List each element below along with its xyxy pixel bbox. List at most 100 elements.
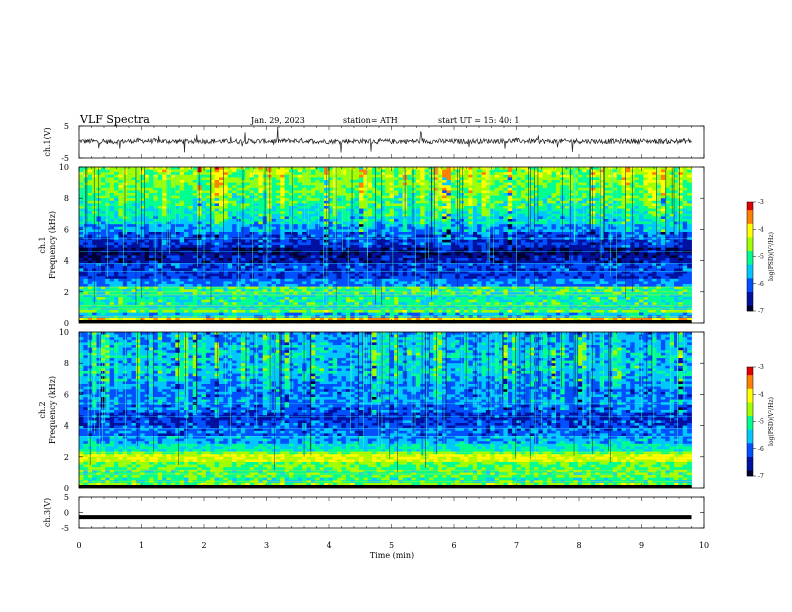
spectrogram-cell [433, 234, 439, 238]
spectrogram-cell [560, 177, 566, 181]
spectrogram-cell [590, 190, 596, 194]
spectrogram-cell [367, 255, 373, 259]
spectrogram-cell [380, 206, 386, 209]
spectrogram-cell [494, 198, 500, 202]
spectrogram-cell [205, 187, 211, 191]
spectrogram-cell [302, 226, 307, 230]
spectrogram-cell [131, 232, 137, 235]
spectrogram-cell [660, 182, 666, 186]
spectrogram-cell [170, 182, 176, 186]
spectrogram-cell [328, 234, 334, 238]
spectrogram-cell [162, 255, 167, 259]
spectrogram-cell [175, 203, 181, 207]
spectrogram-cell [385, 211, 391, 215]
spectrogram-cell [114, 211, 119, 215]
spectrogram-cell [586, 180, 592, 183]
spectrogram-cell [529, 211, 535, 215]
spectrogram-cell [166, 242, 172, 246]
spectrogram-cell [647, 203, 653, 207]
spectrogram-cell [214, 255, 220, 259]
spectrogram-cell [389, 182, 395, 186]
spectrogram-cell [184, 187, 189, 191]
spectrogram-cell [512, 187, 517, 191]
spectrogram-cell [639, 232, 644, 235]
spectrogram-cell [529, 252, 535, 256]
spectrogram-cell [503, 180, 509, 183]
spectrogram-cell [271, 234, 277, 238]
spectrogram-cell [372, 216, 377, 220]
spectrogram-cell [372, 167, 377, 170]
spectrogram-cell [446, 177, 452, 181]
spectrogram-cell [481, 203, 487, 207]
spectrogram-cell [560, 242, 566, 246]
spectrogram-cell [389, 255, 395, 259]
y-axis-label: ch.1(V) [43, 127, 52, 156]
spectrogram-cell [415, 174, 421, 178]
spectrogram-cell [499, 247, 504, 251]
spectrogram-cell [569, 195, 574, 199]
spectrogram-cell [280, 169, 286, 173]
spectrogram-cell [109, 203, 115, 207]
spectrogram-cell [236, 195, 242, 199]
spectrogram-cell [512, 198, 517, 202]
spectrogram-cell [275, 232, 281, 235]
spectrogram-cell [555, 245, 561, 248]
spectrogram-cell [547, 203, 552, 207]
spectrogram-cell [197, 224, 202, 228]
spectrogram-cell [337, 247, 342, 251]
spectrogram-cell [608, 203, 614, 207]
spectrogram-cell [315, 206, 321, 209]
spectrogram-cell [595, 255, 601, 259]
spectrogram-cell [162, 247, 167, 251]
spectrogram-cell [337, 182, 342, 186]
spectrogram-cell [184, 250, 189, 254]
spectrogram-cell [472, 190, 478, 194]
spectrogram-cell [542, 193, 548, 196]
spectrogram-cell [464, 229, 469, 233]
spectrogram-cell [310, 221, 316, 225]
spectrogram-cell [520, 190, 526, 194]
spectrogram-cell [551, 208, 557, 212]
spectrogram-cell [267, 190, 272, 194]
spectrogram-cell [100, 252, 106, 256]
spectrogram-cell [687, 203, 692, 207]
spectrogram-cell [582, 203, 587, 207]
start-time-label: start UT = 15: 40: 1 [438, 116, 519, 125]
spectrogram-cell [236, 172, 242, 176]
spectrogram-cell [420, 224, 426, 228]
spectrogram-cell [293, 232, 299, 235]
spectrogram-cell [210, 206, 216, 209]
spectrogram-cell [512, 190, 517, 194]
spectrogram-cell [595, 211, 601, 215]
spectrogram-cell [402, 245, 408, 248]
spectrogram-cell [678, 187, 684, 191]
spectrogram-cell [280, 185, 286, 189]
spectrogram-cell [341, 206, 347, 209]
spectrogram-cell [604, 208, 609, 212]
spectrogram-cell [179, 224, 185, 228]
spectrogram-cell [394, 174, 399, 178]
spectrogram-cell [240, 252, 246, 256]
spectrogram-cell [450, 185, 456, 189]
spectrogram-cell [424, 245, 430, 248]
spectrogram-cell [227, 229, 233, 233]
spectrogram-cell [468, 226, 474, 230]
spectrogram-cell [424, 177, 430, 181]
spectrogram-cell [437, 245, 443, 248]
spectrogram-cell [354, 229, 360, 233]
spectrogram-cell [547, 174, 552, 178]
spectrogram-cell [157, 242, 163, 246]
spectrogram-cell [604, 245, 609, 248]
spectrogram-cell [590, 200, 596, 204]
spectrogram-cell [175, 234, 181, 238]
spectrogram-cell [197, 195, 202, 199]
spectrogram-cell [350, 252, 356, 256]
spectrogram-cell [149, 203, 154, 207]
spectrogram-cell [188, 219, 194, 222]
spectrogram-cell [507, 219, 513, 222]
spectrogram-cell [166, 250, 172, 254]
spectrogram-cell [424, 247, 430, 251]
spectrogram-cell [516, 200, 522, 204]
spectrogram-cell [114, 208, 119, 212]
spectrogram-cell [205, 247, 211, 251]
